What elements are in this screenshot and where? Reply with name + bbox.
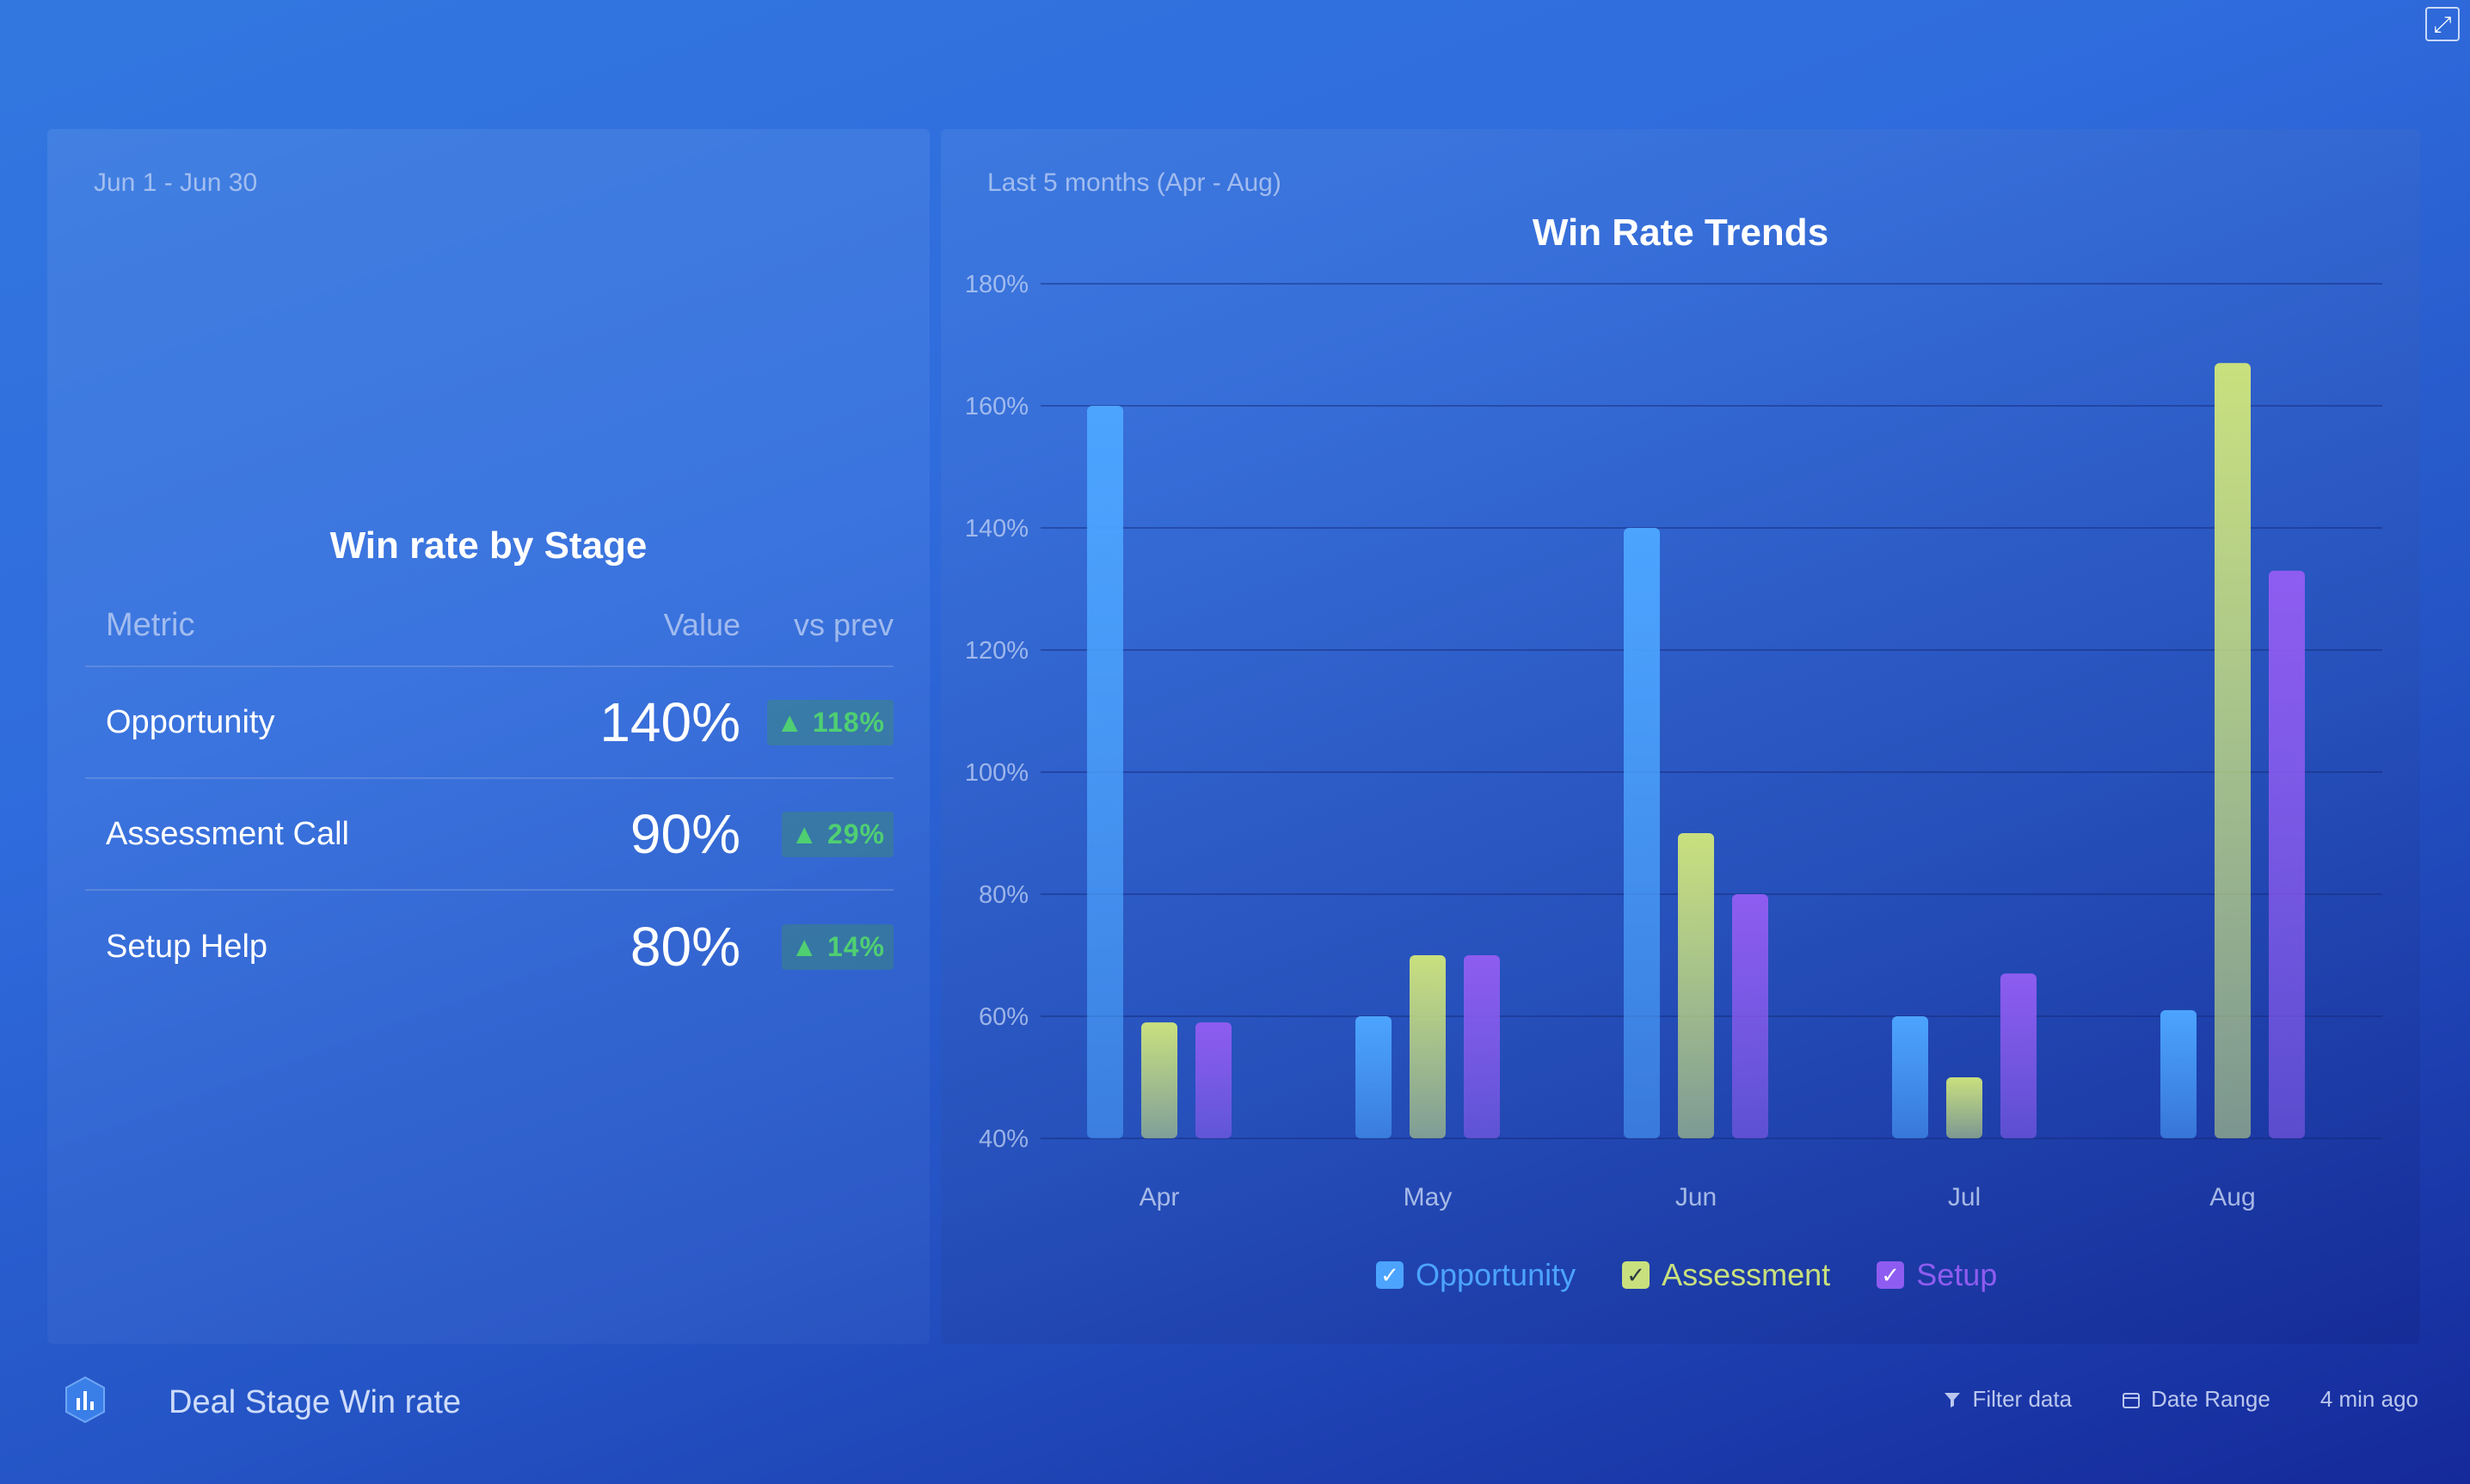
dashboard-title: Deal Stage Win rate <box>169 1384 462 1420</box>
column-header-metric[interactable]: Metric <box>106 606 195 643</box>
filter-data-label: Filter data <box>1972 1386 2073 1412</box>
table-row: Setup Help 80% ▲ 14% <box>85 891 894 1003</box>
bar-setup-jun[interactable] <box>1732 894 1768 1138</box>
table-row: Opportunity 140% ▲ 118% <box>85 667 894 779</box>
bar-assessment-apr[interactable] <box>1141 1022 1177 1138</box>
table-header: Metric Value vs prev <box>85 585 894 667</box>
y-tick-label: 40% <box>979 1125 1029 1153</box>
row-metric: Opportunity <box>106 703 275 740</box>
checkbox-checked-icon[interactable]: ✓ <box>1376 1261 1404 1289</box>
win-rate-table: Metric Value vs prev Opportunity 140% ▲ … <box>85 585 894 1003</box>
bar-setup-jul[interactable] <box>2000 973 2037 1138</box>
table-row: Assessment Call 90% ▲ 29% <box>85 779 894 891</box>
y-tick-label: 100% <box>965 759 1029 787</box>
x-tick-label: Apr <box>1140 1183 1180 1211</box>
row-value: 90% <box>630 803 740 865</box>
bar-setup-may[interactable] <box>1464 955 1500 1138</box>
bar-opportunity-may[interactable] <box>1355 1016 1392 1138</box>
last-updated: 4 min ago <box>2319 1386 2418 1412</box>
y-tick-label: 120% <box>965 637 1029 665</box>
bar-assessment-jul[interactable] <box>1946 1077 1982 1138</box>
expand-icon: ⤢ <box>2433 11 2452 37</box>
y-tick-label: 160% <box>965 393 1029 420</box>
panel-date-range: Last 5 months (Apr - Aug) <box>987 169 1281 197</box>
bar-setup-aug[interactable] <box>2269 570 2305 1138</box>
y-tick-label: 80% <box>979 881 1029 909</box>
bar-assessment-jun[interactable] <box>1678 833 1714 1138</box>
x-tick-label: Aug <box>2209 1183 2255 1211</box>
row-value: 80% <box>630 916 740 978</box>
column-header-value[interactable]: Value <box>663 607 740 642</box>
x-tick-label: Jun <box>1675 1183 1717 1211</box>
win-rate-trends-panel: Last 5 months (Apr - Aug) <box>941 129 2420 1344</box>
legend-item-opportunity[interactable]: ✓ Opportunity <box>1376 1257 1576 1293</box>
y-tick-label: 140% <box>965 515 1029 543</box>
filter-data-button[interactable]: Filter data <box>1943 1386 2072 1413</box>
change-badge: ▲ 118% <box>767 699 894 745</box>
change-badge: ▲ 14% <box>782 923 894 970</box>
bar-assessment-may[interactable] <box>1410 955 1446 1138</box>
legend-label: Opportunity <box>1416 1257 1576 1292</box>
y-tick-label: 180% <box>965 271 1029 298</box>
x-tick-label: Jul <box>1948 1183 1981 1211</box>
app-logo-icon <box>65 1376 105 1424</box>
legend-label: Assessment <box>1662 1257 1831 1292</box>
y-tick-label: 60% <box>979 1003 1029 1031</box>
table-title: Win rate by Stage <box>329 524 648 567</box>
legend-label: Setup <box>1916 1257 1998 1292</box>
x-tick-label: May <box>1404 1183 1453 1211</box>
row-metric: Setup Help <box>106 928 268 965</box>
calendar-icon <box>2123 1392 2141 1408</box>
checkbox-checked-icon[interactable]: ✓ <box>1622 1261 1650 1289</box>
legend-item-assessment[interactable]: ✓ Assessment <box>1622 1257 1830 1293</box>
bar-assessment-aug[interactable] <box>2215 363 2251 1138</box>
bar-opportunity-jul[interactable] <box>1892 1016 1928 1138</box>
bar-opportunity-apr[interactable] <box>1087 406 1123 1138</box>
bar-setup-apr[interactable] <box>1195 1022 1232 1138</box>
chart-legend: ✓ Opportunity ✓ Assessment ✓ Setup <box>1376 1257 1997 1293</box>
filter-icon <box>1945 1392 1961 1407</box>
checkbox-checked-icon[interactable]: ✓ <box>1877 1261 1905 1289</box>
chart-title: Win Rate Trends <box>1532 212 1829 254</box>
row-value: 140% <box>599 691 740 753</box>
footer-controls: Filter data Date Range 4 min ago <box>1943 1386 2418 1413</box>
bar-opportunity-jun[interactable] <box>1624 528 1660 1138</box>
expand-button[interactable]: ⤢ <box>2425 7 2460 41</box>
change-badge: ▲ 29% <box>782 811 894 857</box>
panel-date-range: Jun 1 - Jun 30 <box>94 169 258 197</box>
row-metric: Assessment Call <box>106 815 349 852</box>
column-header-vs-prev[interactable]: vs prev <box>793 607 894 642</box>
bar-opportunity-aug[interactable] <box>2160 1009 2197 1138</box>
win-rate-by-stage-panel: Jun 1 - Jun 30 Win rate by Stage Metric … <box>47 129 930 1344</box>
date-range-button[interactable]: Date Range <box>2122 1386 2270 1413</box>
date-range-label: Date Range <box>2151 1386 2270 1412</box>
legend-item-setup[interactable]: ✓ Setup <box>1877 1257 1997 1293</box>
